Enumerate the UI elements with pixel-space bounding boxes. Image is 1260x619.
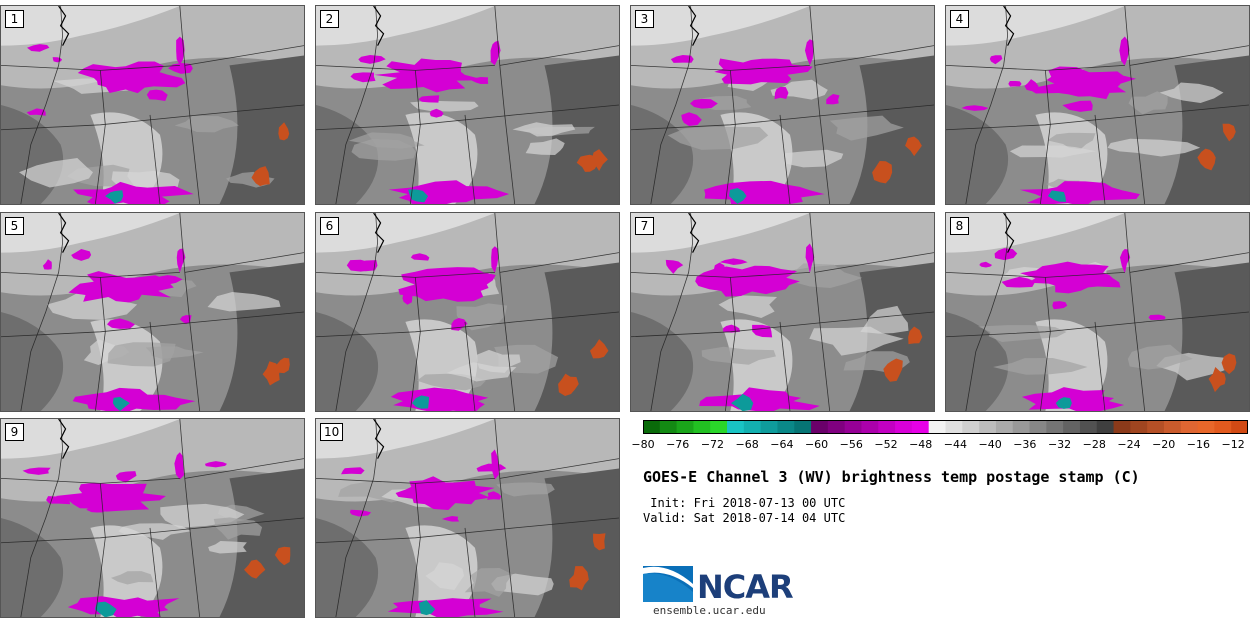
stamp-panel-10: 10 bbox=[315, 418, 620, 618]
wv-map bbox=[316, 419, 619, 617]
panel-number: 4 bbox=[950, 10, 969, 28]
stamp-panel-2: 2 bbox=[315, 5, 620, 205]
colorbar-tick-label: −48 bbox=[909, 438, 933, 451]
colorbar-segment bbox=[1012, 420, 1031, 434]
panel-number: 1 bbox=[5, 10, 24, 28]
colorbar-segment bbox=[1096, 420, 1115, 434]
wv-map bbox=[1, 213, 304, 411]
colorbar-segment bbox=[1197, 420, 1215, 434]
colorbar-segment bbox=[962, 420, 980, 434]
colorbar bbox=[643, 420, 1248, 434]
stamp-panel-6: 6 bbox=[315, 212, 620, 412]
panel-number: 8 bbox=[950, 217, 969, 235]
colorbar-tick-label: −80 bbox=[631, 438, 655, 451]
colorbar-segment bbox=[1214, 420, 1232, 434]
colorbar-segment bbox=[693, 420, 711, 434]
stamp-panel-8: 8 bbox=[945, 212, 1250, 412]
colorbar-segment bbox=[1163, 420, 1182, 434]
panel-number: 6 bbox=[320, 217, 339, 235]
colorbar-segment bbox=[659, 420, 678, 434]
colorbar-tick-label: −72 bbox=[700, 438, 725, 451]
colorbar-tick-label: −28 bbox=[1082, 438, 1106, 451]
init-time: Init: Fri 2018-07-13 00 UTC bbox=[643, 496, 846, 510]
colorbar-segment bbox=[1113, 420, 1131, 434]
wv-map bbox=[946, 213, 1249, 411]
colorbar-tick-label: −68 bbox=[735, 438, 759, 451]
wv-map bbox=[1, 419, 304, 617]
colorbar-segment bbox=[743, 420, 762, 434]
colorbar-segment bbox=[979, 420, 997, 434]
stamp-panel-7: 7 bbox=[630, 212, 935, 412]
colorbar-tick-label: −36 bbox=[1013, 438, 1037, 451]
colorbar-tick-label: −64 bbox=[770, 438, 794, 451]
colorbar-segment bbox=[1130, 420, 1148, 434]
colorbar-segment bbox=[777, 420, 795, 434]
panel-number: 3 bbox=[635, 10, 654, 28]
figure-title: GOES-E Channel 3 (WV) brightness temp po… bbox=[643, 468, 1140, 486]
colorbar-segment bbox=[878, 420, 896, 434]
colorbar-segment bbox=[794, 420, 812, 434]
panel-number: 5 bbox=[5, 217, 24, 235]
colorbar-segment bbox=[911, 420, 930, 434]
ncar-logo-icon bbox=[643, 566, 693, 602]
colorbar-segment bbox=[895, 420, 913, 434]
panel-number: 10 bbox=[320, 423, 344, 441]
stamp-panel-4: 4 bbox=[945, 5, 1250, 205]
wv-map bbox=[631, 6, 934, 204]
colorbar-tick-label: −56 bbox=[839, 438, 863, 451]
colorbar-segment bbox=[1180, 420, 1199, 434]
colorbar-segment bbox=[945, 420, 963, 434]
stamp-panel-9: 9 bbox=[0, 418, 305, 618]
panel-number: 7 bbox=[635, 217, 654, 235]
colorbar-segment bbox=[760, 420, 778, 434]
colorbar-tick-label: −20 bbox=[1152, 438, 1176, 451]
stamp-panel-5: 5 bbox=[0, 212, 305, 412]
colorbar-tick-label: −44 bbox=[943, 438, 968, 451]
colorbar-segment bbox=[1046, 420, 1064, 434]
panel-number: 2 bbox=[320, 10, 339, 28]
wv-map bbox=[316, 213, 619, 411]
colorbar-segment bbox=[1079, 420, 1098, 434]
site-url[interactable]: ensemble.ucar.edu bbox=[653, 604, 766, 617]
colorbar-tick-label: −52 bbox=[874, 438, 898, 451]
colorbar-segment bbox=[676, 420, 694, 434]
logo-wordmark: NCAR bbox=[697, 568, 794, 606]
colorbar-tick-label: −16 bbox=[1186, 438, 1210, 451]
colorbar-segment bbox=[827, 420, 846, 434]
colorbar-segment bbox=[1231, 420, 1248, 434]
colorbar-segment bbox=[727, 420, 745, 434]
colorbar-tick-label: −12 bbox=[1221, 438, 1245, 451]
wv-map bbox=[1, 6, 304, 204]
colorbar-segment bbox=[1147, 420, 1165, 434]
colorbar-segment bbox=[861, 420, 879, 434]
wv-map bbox=[631, 213, 934, 411]
stamp-panel-1: 1 bbox=[0, 5, 305, 205]
wv-map bbox=[316, 6, 619, 204]
wv-map bbox=[946, 6, 1249, 204]
colorbar-segment bbox=[1063, 420, 1081, 434]
colorbar-tick-label: −24 bbox=[1117, 438, 1141, 451]
colorbar-tick-label: −40 bbox=[978, 438, 1002, 451]
colorbar-segment bbox=[710, 420, 728, 434]
colorbar-segment bbox=[844, 420, 862, 434]
stamp-panel-3: 3 bbox=[630, 5, 935, 205]
colorbar-tick-label: −60 bbox=[804, 438, 829, 451]
colorbar-segment bbox=[643, 420, 661, 434]
colorbar-segment bbox=[1029, 420, 1047, 434]
valid-time: Valid: Sat 2018-07-14 04 UTC bbox=[643, 511, 846, 525]
colorbar-segment bbox=[811, 420, 829, 434]
colorbar-tick-label: −32 bbox=[1047, 438, 1072, 451]
colorbar-segment bbox=[928, 420, 946, 434]
panel-number: 9 bbox=[5, 423, 24, 441]
colorbar-segment bbox=[995, 420, 1014, 434]
colorbar-tick-label: −76 bbox=[666, 438, 690, 451]
colorbar-ticks: −80 −76 −72 −68 −64 −60 −56 −52 −48 −44 −40 −36 −32−… bbox=[631, 438, 1258, 452]
